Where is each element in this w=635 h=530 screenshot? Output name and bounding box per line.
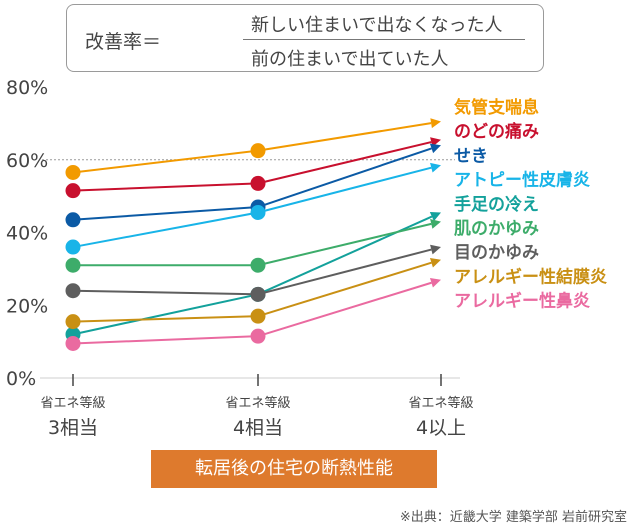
data-point (65, 183, 81, 199)
series-label: のどの痛み (454, 121, 539, 142)
y-tick-label: 80% (6, 77, 48, 99)
series-arrowhead (430, 219, 441, 229)
data-point (250, 175, 266, 191)
data-point (250, 204, 266, 220)
series-label: 気管支喘息 (453, 97, 539, 118)
series-line (257, 215, 433, 296)
formula-label: 改善率＝ (85, 31, 162, 53)
data-point (65, 239, 81, 255)
series-label: アレルギー性鼻炎 (454, 291, 590, 312)
data-point (65, 257, 81, 273)
series-arrowhead (430, 244, 441, 255)
series-label: 手足の冷え (454, 194, 539, 215)
y-tick-label: 60% (6, 150, 48, 172)
series-line (257, 122, 432, 152)
series-arrowhead (429, 143, 441, 154)
series-line (257, 141, 432, 185)
series-arrowhead (429, 212, 441, 222)
series-label: アレルギー性結膜炎 (454, 266, 607, 287)
series-line (257, 222, 432, 267)
formula-numerator: 新しい住まいで出なくなった人 (251, 15, 503, 36)
series-line (257, 147, 432, 208)
series-line (72, 182, 259, 192)
data-point (65, 335, 81, 351)
improvement-rate-formula: 改善率＝ 新しい住まいで出なくなった人 前の住まいで出ていた人 (66, 4, 544, 72)
series-line (72, 289, 259, 296)
series-arrowhead (429, 277, 441, 288)
series-label: アトピー性皮膚炎 (454, 170, 590, 191)
x-category-label-top: 省エネ等級 (40, 395, 105, 411)
series-label: せき (454, 146, 488, 166)
formula-denominator: 前の住まいで出ていた人 (251, 49, 449, 70)
x-axis-title: 転居後の住宅の断熱性能 (151, 450, 437, 488)
series-line (257, 166, 432, 214)
data-point (250, 257, 266, 273)
series-line (257, 281, 432, 338)
data-point (65, 314, 81, 330)
series-line (72, 211, 259, 249)
data-point (65, 212, 81, 228)
data-point (250, 286, 266, 302)
x-category-label-top: 省エネ等級 (225, 395, 290, 411)
series-arrowhead (430, 162, 441, 173)
series-label: 肌のかゆみ (454, 219, 539, 239)
data-point (250, 328, 266, 344)
data-point (250, 143, 266, 159)
data-point (65, 164, 81, 180)
series-line (72, 149, 259, 174)
y-tick-label: 0% (6, 368, 36, 390)
series-line (72, 293, 259, 336)
y-tick-label: 20% (6, 295, 48, 317)
series-line (72, 335, 259, 345)
series-arrowhead (429, 257, 441, 268)
x-category-label: 4以上 (416, 417, 466, 439)
x-category-label: 4相当 (233, 417, 283, 439)
series-line (257, 248, 432, 296)
series-label: 目のかゆみ (454, 243, 539, 263)
series-line (72, 315, 259, 323)
data-point (65, 283, 81, 299)
data-point (250, 308, 266, 324)
series-line (72, 206, 259, 221)
x-category-label-top: 省エネ等級 (408, 395, 473, 411)
series-line (257, 261, 432, 318)
source-note: ※出典：近畿大学 建築学部 岩前研究室 (399, 510, 627, 525)
x-category-label: 3相当 (48, 417, 98, 439)
y-tick-label: 40% (6, 223, 48, 245)
fraction-bar (243, 39, 525, 40)
series-arrowhead (430, 118, 441, 129)
